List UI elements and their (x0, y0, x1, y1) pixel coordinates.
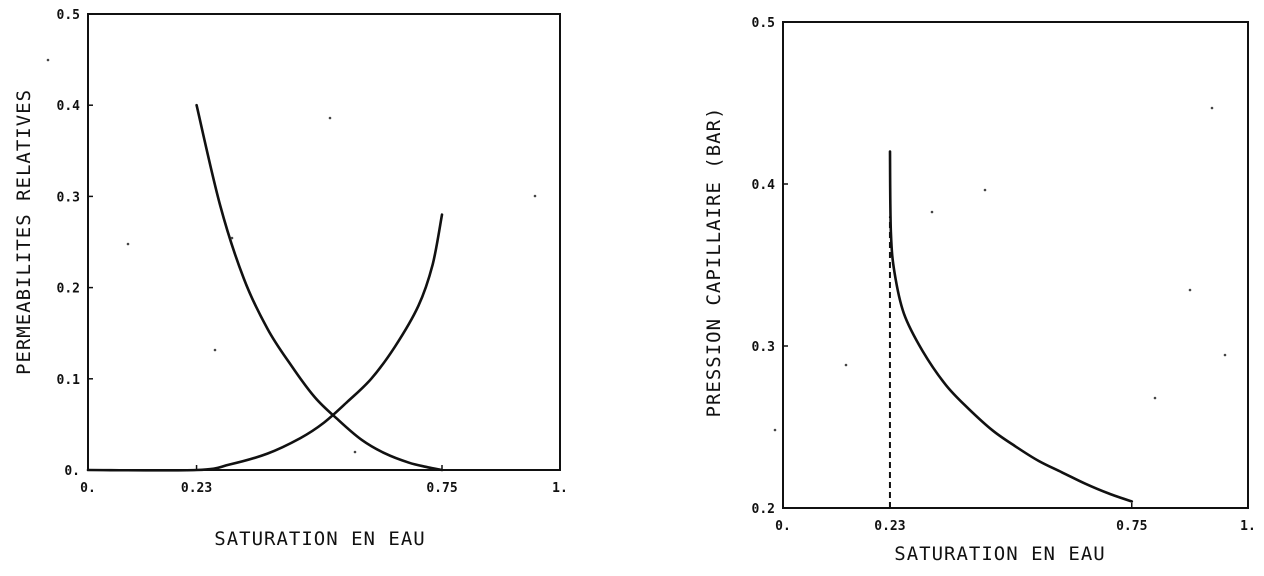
y-tick-label: 0.2 (57, 282, 80, 297)
x-tick-label: 0.75 (426, 481, 457, 496)
y-tick-label: 0.4 (57, 99, 81, 114)
y-tick-label: 0.3 (752, 340, 775, 355)
scan-speck (533, 194, 537, 198)
plot-frame (87, 13, 561, 471)
scan-speck (353, 450, 357, 454)
scan-speck (46, 58, 50, 62)
x-tick-label: 1. (1240, 519, 1256, 534)
y-tick-label: 0.4 (752, 178, 776, 193)
series-line-1 (888, 150, 1134, 503)
y-axis-title: PRESSION CAPILLAIRE (BAR) (703, 107, 725, 418)
series-line-2 (86, 213, 444, 472)
scan-speck (983, 188, 987, 192)
y-tick-label: 0.2 (752, 502, 775, 517)
scan-noise (46, 58, 1227, 454)
series-line-1 (195, 103, 444, 472)
scan-speck (1223, 353, 1227, 357)
x-axis-title: SATURATION EN EAU (894, 543, 1105, 565)
relative-permeability-chart: 0. 0.1 0.2 0.3 0.4 0.5 0. 0.23 0.75 1. SATURATION … (13, 8, 568, 550)
capillary-pressure-chart: 0.2 0.3 0.4 0.5 0. 0.23 0.75 1. SATURATION EN EA… (703, 16, 1256, 565)
x-axis-title: SATURATION EN EAU (214, 528, 425, 550)
y-tick-label: 0.5 (57, 8, 80, 23)
scan-speck (1210, 106, 1214, 110)
scan-speck (930, 210, 934, 214)
y-tick-label: 0.1 (57, 373, 81, 388)
scan-speck (126, 242, 130, 246)
y-axis-title: PERMEABILITES RELATIVES (13, 89, 35, 375)
scan-speck (230, 236, 234, 240)
scan-speck (328, 116, 332, 120)
x-tick-label: 0.23 (181, 481, 212, 496)
x-tick-label: 0. (775, 519, 791, 534)
x-tick-label: 0. (80, 481, 96, 496)
x-tick-label: 0.23 (874, 519, 905, 534)
scan-speck (213, 348, 217, 352)
y-tick-label: 0. (64, 464, 80, 479)
x-tick-label: 1. (552, 481, 568, 496)
scan-speck (1188, 288, 1192, 292)
scan-speck (773, 428, 777, 432)
scan-speck (1153, 396, 1157, 400)
x-tick-label: 0.75 (1116, 519, 1147, 534)
y-tick-label: 0.5 (752, 16, 775, 31)
scan-speck (844, 363, 848, 367)
y-tick-label: 0.3 (57, 190, 80, 205)
plot-frame (782, 21, 1249, 509)
